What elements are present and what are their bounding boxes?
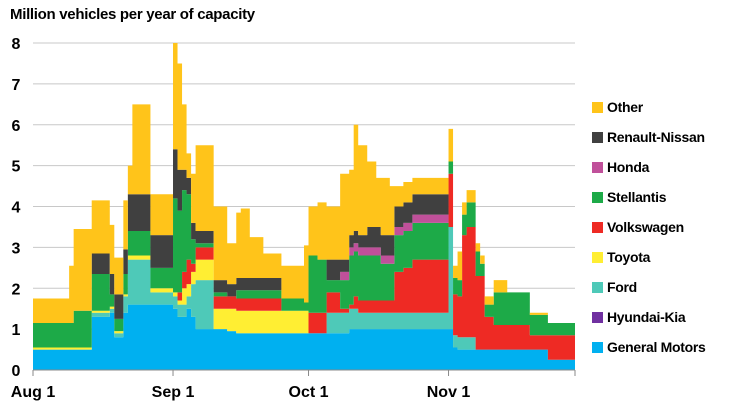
legend-swatch xyxy=(592,101,603,113)
legend-swatch xyxy=(592,221,603,233)
series-area-general-motors xyxy=(33,304,575,370)
series-area-other xyxy=(33,43,575,323)
legend-swatch xyxy=(592,341,603,353)
series-area-stellantis xyxy=(33,161,575,348)
x-tick-labels: Aug 1 Sep 1 Oct 1 Nov 1 xyxy=(11,384,471,401)
legend-item: Renault-Nissan xyxy=(592,122,740,152)
legend-swatch xyxy=(592,251,603,263)
y-tick-labels: 0 1 2 3 4 5 6 7 8 xyxy=(12,36,21,380)
y-tick-label: 4 xyxy=(12,200,21,217)
legend-swatch xyxy=(592,131,603,143)
series-area-ford xyxy=(33,226,575,360)
y-tick-label: 6 xyxy=(12,118,21,135)
legend-item: Ford xyxy=(592,272,740,302)
y-tick-label: 0 xyxy=(12,363,21,380)
legend-label: Toyota xyxy=(607,249,651,265)
legend-label: General Motors xyxy=(607,339,706,355)
y-tick-label: 5 xyxy=(12,159,21,176)
x-tick-label: Nov 1 xyxy=(427,384,471,401)
legend-item: Stellantis xyxy=(592,182,740,212)
legend: Other Renault-Nissan Honda Stellantis Vo… xyxy=(592,92,740,362)
y-axis-title: Million vehicles per year of capacity xyxy=(10,6,255,23)
legend-label: Stellantis xyxy=(607,189,667,205)
legend-item: Honda xyxy=(592,152,740,182)
legend-item: General Motors xyxy=(592,332,740,362)
legend-item: Other xyxy=(592,92,740,122)
legend-item: Hyundai-Kia xyxy=(592,302,740,332)
axes xyxy=(32,369,576,376)
legend-label: Other xyxy=(607,99,643,115)
series-areas xyxy=(33,43,575,370)
legend-item: Volkswagen xyxy=(592,212,740,242)
legend-item: Toyota xyxy=(592,242,740,272)
legend-label: Ford xyxy=(607,279,637,295)
x-tick-label: Oct 1 xyxy=(289,384,329,401)
legend-swatch xyxy=(592,281,603,293)
legend-swatch xyxy=(592,311,603,323)
x-tick-label: Aug 1 xyxy=(11,384,56,401)
x-tick-label: Sep 1 xyxy=(152,384,195,401)
series-area-volkswagen xyxy=(33,173,575,360)
legend-swatch xyxy=(592,161,603,173)
y-tick-label: 8 xyxy=(12,36,21,53)
y-tick-label: 2 xyxy=(12,281,21,298)
series-area-toyota xyxy=(33,226,575,360)
legend-label: Volkswagen xyxy=(607,219,684,235)
y-tick-label: 1 xyxy=(12,322,21,339)
legend-label: Hyundai-Kia xyxy=(607,309,686,325)
y-tick-label: 3 xyxy=(12,240,21,257)
y-tick-label: 7 xyxy=(12,77,21,94)
legend-label: Renault-Nissan xyxy=(607,129,705,145)
legend-label: Honda xyxy=(607,159,650,175)
legend-swatch xyxy=(592,191,603,203)
